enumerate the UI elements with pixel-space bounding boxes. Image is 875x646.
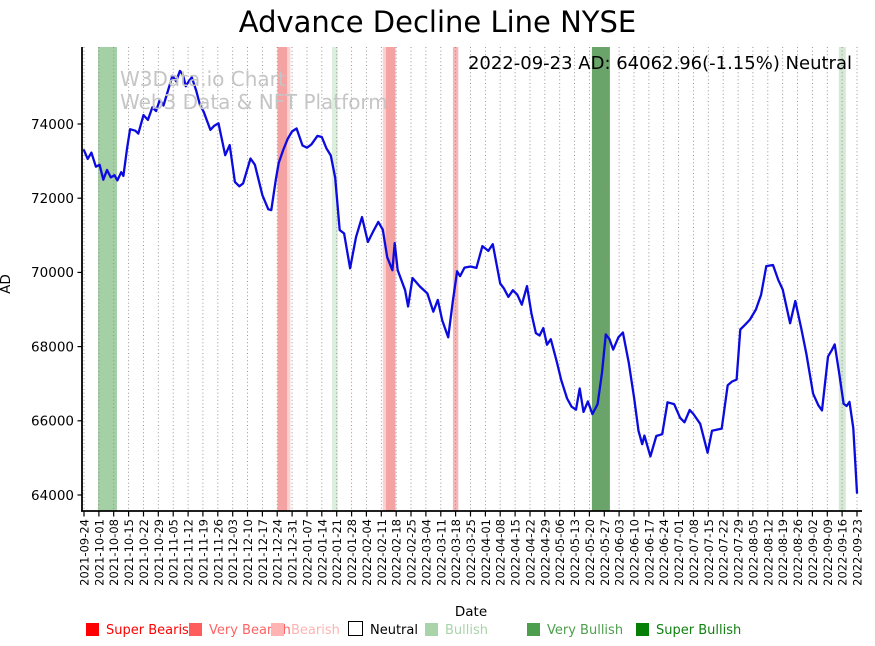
- x-tick-label: 2022-01-14: [315, 519, 329, 586]
- x-tick-label: 2022-04-22: [524, 519, 538, 586]
- x-tick-label: 2022-02-04: [360, 519, 374, 586]
- x-axis-label: Date: [454, 604, 488, 620]
- x-tick-label: 2022-03-18: [449, 519, 463, 586]
- legend-item-very-bullish: Very Bullish: [527, 619, 624, 638]
- legend-item-very-bearish: Very Bearish: [189, 619, 291, 638]
- y-axis-label: AD: [0, 274, 14, 294]
- legend-swatch-icon: [271, 623, 284, 636]
- watermark-line1: W3Data.io Chart: [120, 67, 286, 91]
- x-tick-label: 2022-04-29: [538, 519, 552, 586]
- y-tick-label: 74000: [31, 117, 74, 133]
- x-tick-label: 2022-09-23: [851, 519, 865, 586]
- ad-line-series: [82, 69, 859, 494]
- legend-label: Bullish: [445, 623, 489, 638]
- legend-item-bearish: Bearish: [271, 619, 340, 638]
- legend-label: Bearish: [291, 623, 340, 638]
- x-tick-label: 2021-12-31: [286, 519, 300, 586]
- x-tick-label: 2022-08-19: [776, 519, 790, 586]
- legend-swatch-icon: [189, 623, 202, 636]
- x-tick-label: 2022-05-13: [568, 519, 582, 586]
- legend-label: Super Bullish: [656, 623, 742, 638]
- legend-swatch-icon: [348, 621, 363, 636]
- x-tick-label: 2021-12-17: [256, 519, 270, 586]
- x-tick-label: 2021-11-26: [211, 519, 225, 586]
- x-tick-label: 2021-11-12: [182, 519, 196, 586]
- x-tick-label: 2021-10-22: [137, 519, 151, 586]
- legend-swatch-icon: [527, 623, 540, 636]
- legend-label: Neutral: [370, 623, 418, 638]
- legend: Super Bearish Very Bearish Bearish Neutral B…: [0, 619, 875, 641]
- y-tick-label: 70000: [31, 265, 74, 281]
- x-tick-label: 2022-07-29: [732, 519, 746, 586]
- x-tick-label: 2022-05-20: [583, 519, 597, 586]
- watermark: W3Data.io Chart Web3 Data & NFT Platform: [120, 68, 388, 114]
- legend-label: Super Bearish: [106, 623, 198, 638]
- x-tick-label: 2022-03-04: [419, 519, 433, 586]
- y-tick-label: 72000: [31, 191, 74, 207]
- x-tick-label: 2022-07-15: [702, 519, 716, 586]
- legend-item-super-bullish: Super Bullish: [636, 619, 742, 638]
- band-very-bearish: [385, 47, 396, 511]
- x-tick-label: 2022-08-26: [791, 519, 805, 586]
- x-tick-label: 2021-11-05: [167, 519, 181, 586]
- band-bullish: [98, 47, 117, 511]
- x-tick-label: 2022-09-09: [821, 519, 835, 586]
- x-tick-label: 2021-10-08: [107, 519, 121, 586]
- legend-swatch-icon: [86, 623, 99, 636]
- x-tick-label: 2022-03-11: [434, 519, 448, 586]
- x-tick-label: 2021-12-10: [241, 519, 255, 586]
- x-tick-label: 2022-09-16: [836, 519, 850, 586]
- x-tick-label: 2021-12-24: [271, 519, 285, 586]
- x-tick-label: 2022-02-25: [405, 519, 419, 586]
- x-tick-label: 2022-06-24: [657, 519, 671, 586]
- x-tick-label: 2021-10-01: [92, 519, 106, 586]
- x-tick-label: 2022-09-02: [806, 519, 820, 586]
- y-tick-label: 68000: [31, 339, 74, 355]
- x-tick-label: 2022-04-01: [479, 519, 493, 586]
- x-tick-label: 2022-01-21: [330, 519, 344, 586]
- band-bearish: [382, 47, 386, 511]
- legend-item-bullish: Bullish: [425, 619, 489, 638]
- x-tick-label: 2022-01-28: [345, 519, 359, 586]
- x-tick-label: 2022-07-22: [717, 519, 731, 586]
- chart-title: Advance Decline Line NYSE: [238, 5, 637, 39]
- watermark-line2: Web3 Data & NFT Platform: [120, 90, 388, 114]
- x-tick-label: 2022-03-25: [464, 519, 478, 586]
- x-tick-label: 2022-01-07: [301, 519, 315, 586]
- x-tick-label: 2021-10-15: [122, 519, 136, 586]
- x-tick-label: 2022-02-18: [390, 519, 404, 586]
- legend-item-neutral: Neutral: [348, 619, 418, 638]
- x-tick-label: 2022-07-01: [672, 519, 686, 586]
- x-tick-label: 2022-02-11: [375, 519, 389, 586]
- legend-label: Very Bullish: [547, 623, 624, 638]
- band-bullish-light: [838, 47, 846, 511]
- x-tick-label: 2022-07-08: [687, 519, 701, 586]
- band-very-bearish: [277, 47, 288, 511]
- legend-label: Very Bearish: [209, 623, 291, 638]
- x-tick-label: 2022-08-12: [761, 519, 775, 586]
- x-tick-label: 2022-06-17: [642, 519, 656, 586]
- x-tick-label: 2022-04-08: [494, 519, 508, 586]
- band-bearish: [287, 47, 291, 511]
- x-tick-label: 2022-04-15: [509, 519, 523, 586]
- legend-item-super-bearish: Super Bearish: [86, 619, 198, 638]
- band-very-bullish: [591, 47, 610, 511]
- x-tick-label: 2022-08-05: [746, 519, 760, 586]
- y-tick-label: 64000: [31, 488, 74, 504]
- latest-value-annotation: 2022-09-23 AD: 64062.96(-1.15%) Neutral: [467, 53, 852, 74]
- legend-swatch-icon: [636, 623, 649, 636]
- x-tick-label: 2021-10-29: [152, 519, 166, 586]
- y-tick-label: 66000: [31, 414, 74, 430]
- band-bullish-light: [331, 47, 338, 511]
- x-tick-label: 2021-09-24: [78, 519, 92, 586]
- x-tick-label: 2021-11-19: [196, 519, 210, 586]
- x-tick-label: 2022-05-27: [598, 519, 612, 586]
- x-tick-label: 2022-06-10: [628, 519, 642, 586]
- legend-swatch-icon: [425, 623, 438, 636]
- x-tick-label: 2021-12-03: [226, 519, 240, 586]
- x-tick-label: 2022-05-06: [553, 519, 567, 586]
- x-tick-label: 2022-06-03: [613, 519, 627, 586]
